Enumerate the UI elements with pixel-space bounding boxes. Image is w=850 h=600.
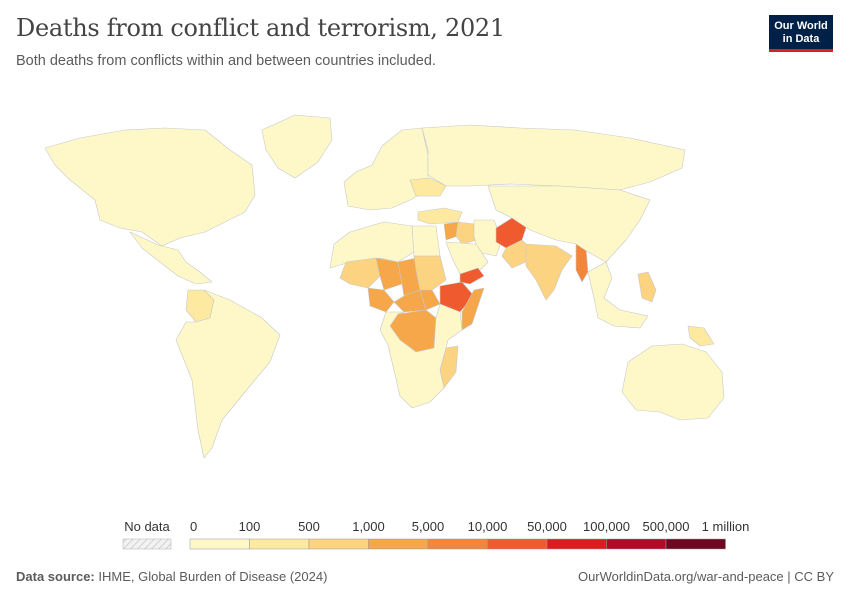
region-north-america[interactable] xyxy=(44,127,256,247)
region-philippines[interactable] xyxy=(637,271,657,303)
region-iraq[interactable] xyxy=(455,221,479,245)
legend-tick-label-5: 10,000 xyxy=(468,519,508,534)
legend-bin-4[interactable] xyxy=(427,538,488,550)
chart-title: Deaths from conflict and terrorism, 2021 xyxy=(16,14,505,42)
legend-tick-label-2: 500 xyxy=(298,519,320,534)
region-central-african-republic[interactable] xyxy=(393,289,427,313)
world-map: No data 0 100 500 1,000 5,000 10,000 50,000 100… xyxy=(44,114,750,550)
region-iran[interactable] xyxy=(473,219,503,257)
region-australia[interactable] xyxy=(621,343,725,421)
region-yemen[interactable] xyxy=(459,267,485,285)
map-legend: No data 0 100 500 1,000 5,000 10,000 50,000 100… xyxy=(122,519,750,550)
owid-logo[interactable]: Our World in Data xyxy=(769,15,833,52)
legend-bin-0[interactable] xyxy=(189,538,250,550)
legend-tick-label-9: 1 million xyxy=(702,519,750,534)
region-somalia[interactable] xyxy=(461,287,485,331)
region-southeast-asia[interactable] xyxy=(587,261,649,329)
legend-tick-label-0: 0 xyxy=(190,519,197,534)
region-greenland[interactable] xyxy=(261,114,333,179)
legend-bin-6[interactable] xyxy=(546,538,607,550)
region-china[interactable] xyxy=(487,185,651,263)
legend-no-data-swatch[interactable] xyxy=(122,538,172,550)
footer-url[interactable]: OurWorldinData.org/war-and-peace | CC BY xyxy=(577,569,834,584)
region-ukraine[interactable] xyxy=(409,177,447,197)
legend-bin-7[interactable] xyxy=(606,538,667,550)
region-southern-africa[interactable] xyxy=(379,303,463,409)
legend-tick-label-4: 5,000 xyxy=(412,519,445,534)
data-source: Data source: IHME, Global Burden of Dise… xyxy=(16,569,327,584)
legend-bin-8[interactable] xyxy=(665,538,726,550)
chart-subtitle: Both deaths from conflicts within and be… xyxy=(16,53,436,69)
data-source-label: Data source: xyxy=(16,569,95,584)
region-turkey[interactable] xyxy=(417,207,463,225)
legend-tick-label-6: 50,000 xyxy=(527,519,567,534)
legend-bin-5[interactable] xyxy=(487,538,548,550)
legend-tick-label-8: 500,000 xyxy=(643,519,690,534)
region-india[interactable] xyxy=(525,243,573,301)
region-niger[interactable] xyxy=(375,257,403,291)
data-source-text[interactable]: IHME, Global Burden of Disease (2024) xyxy=(98,569,328,584)
region-papua-new-guinea[interactable] xyxy=(687,325,715,347)
legend-tick-label-7: 100,000 xyxy=(583,519,630,534)
region-sudan[interactable] xyxy=(413,255,447,291)
logo-line-1: Our World xyxy=(774,20,828,32)
region-mali[interactable] xyxy=(339,257,381,289)
region-south-america[interactable] xyxy=(175,289,281,459)
region-russia[interactable] xyxy=(421,124,686,191)
region-nigeria[interactable] xyxy=(367,287,395,313)
legend-tick-label-1: 100 xyxy=(239,519,261,534)
legend-bin-2[interactable] xyxy=(308,538,369,550)
legend-bin-1[interactable] xyxy=(249,538,310,550)
region-europe[interactable] xyxy=(343,127,429,211)
legend-bin-3[interactable] xyxy=(368,538,429,550)
legend-tick-label-3: 1,000 xyxy=(352,519,385,534)
region-egypt[interactable] xyxy=(411,225,441,257)
logo-line-2: in Data xyxy=(782,33,820,45)
legend-no-data-label: No data xyxy=(124,519,170,534)
region-mexico[interactable] xyxy=(129,231,213,285)
